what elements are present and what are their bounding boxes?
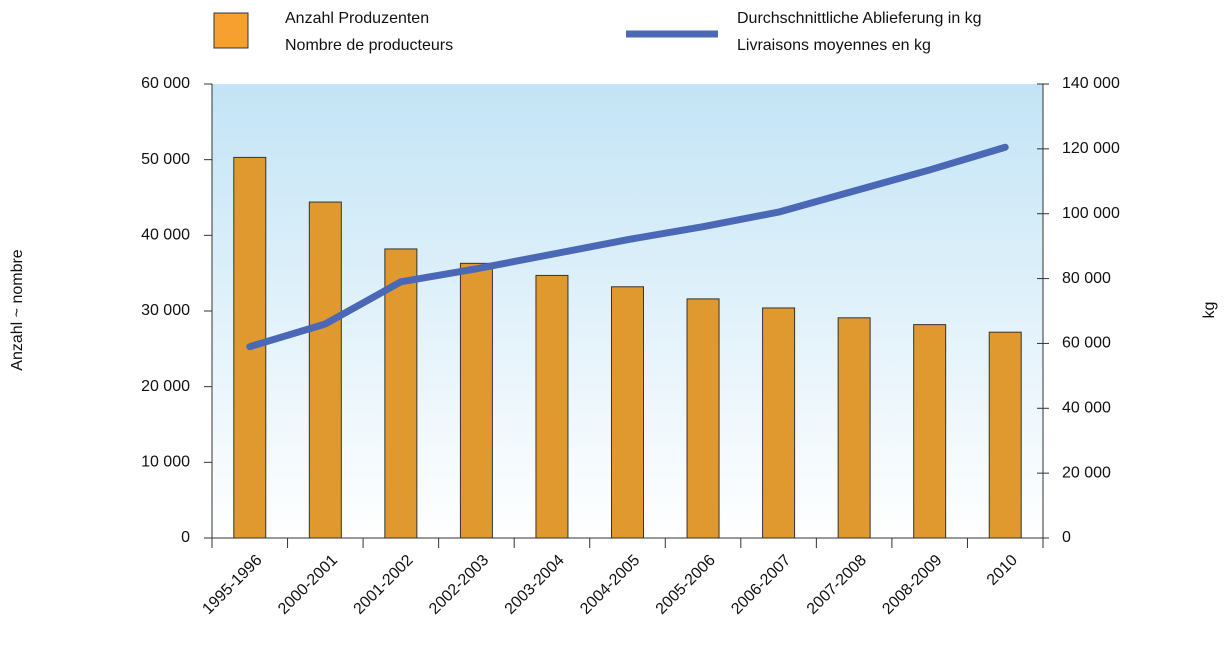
- y2-tick-label: 40 000: [1062, 400, 1111, 417]
- bar: [837, 317, 871, 539]
- x-tick-label: 2000-2001: [275, 552, 341, 618]
- legend-label: Livraisons moyennes en kg: [737, 37, 931, 54]
- y2-tick-label: 20 000: [1062, 464, 1111, 481]
- x-tick-label: 1995-1996: [199, 552, 265, 618]
- y2-tick-label: 100 000: [1062, 205, 1120, 222]
- y2-tick-label: 120 000: [1062, 140, 1120, 157]
- line-series: [246, 143, 1009, 351]
- bar: [913, 324, 947, 539]
- bar: [308, 201, 342, 539]
- bar: [988, 331, 1022, 539]
- bar: [762, 307, 796, 539]
- y2-tick-label: 140 000: [1062, 75, 1120, 92]
- y-tick-label: 30 000: [141, 302, 190, 319]
- bar: [459, 262, 493, 539]
- y-tick-label: 0: [181, 529, 190, 546]
- bar: [535, 274, 569, 539]
- x-tick-label: 2008-2009: [879, 552, 945, 618]
- x-tick-label: 2004-2005: [577, 552, 643, 618]
- y-tick-label: 60 000: [141, 75, 190, 92]
- legend-label: Nombre de producteurs: [285, 37, 453, 54]
- x-tick-label: 2010: [984, 552, 1021, 589]
- legend-label: Anzahl Produzenten: [285, 10, 429, 27]
- y-tick-label: 20 000: [141, 378, 190, 395]
- legend-swatch: [213, 12, 249, 49]
- y2-axis-title: kg: [1201, 302, 1218, 319]
- x-tick-label: 2005-2006: [653, 552, 719, 618]
- x-tick-label: 2002-2003: [426, 552, 492, 618]
- y-axis-title: Anzahl ~ nombre: [9, 249, 26, 371]
- legend-label: Durchschnittliche Ablieferung in kg: [737, 10, 982, 27]
- y2-tick-label: 0: [1062, 529, 1071, 546]
- bar: [384, 248, 418, 539]
- bar: [686, 298, 720, 539]
- y-tick-label: 40 000: [141, 227, 190, 244]
- x-tick-label: 2007-2008: [804, 552, 870, 618]
- bar: [611, 286, 644, 539]
- x-tick-label: 2003-2004: [502, 552, 568, 618]
- y-tick-label: 50 000: [141, 151, 190, 168]
- x-tick-label: 2001-2002: [351, 552, 417, 618]
- y2-tick-label: 60 000: [1062, 335, 1111, 352]
- y2-tick-label: 80 000: [1062, 270, 1111, 287]
- y-tick-label: 10 000: [141, 454, 190, 471]
- x-tick-label: 2006-2007: [728, 552, 794, 618]
